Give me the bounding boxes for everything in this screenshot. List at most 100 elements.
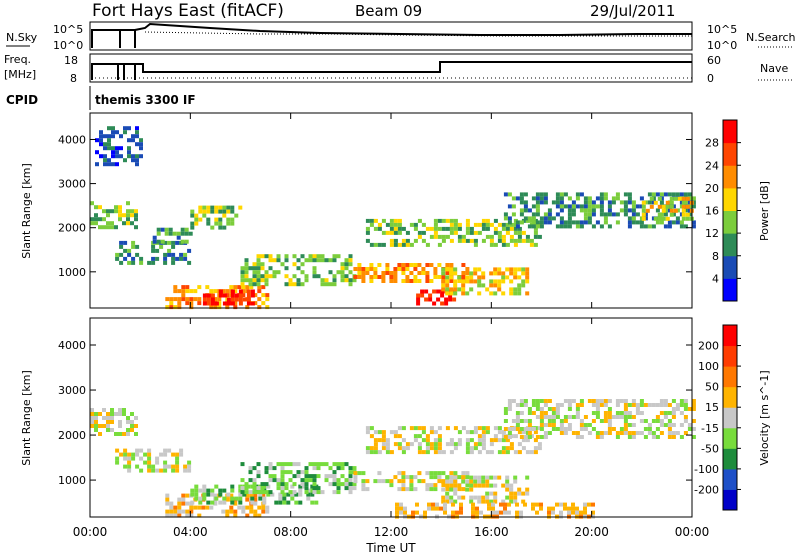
velocity-cell-6 bbox=[381, 434, 386, 439]
velocity-cell-9 bbox=[595, 435, 600, 439]
velocity-cell-9 bbox=[595, 411, 600, 415]
power-cell-7 bbox=[296, 266, 301, 271]
power-cell-12 bbox=[599, 204, 604, 209]
velocity-cell-4 bbox=[264, 466, 269, 471]
power-cell-10 bbox=[525, 234, 530, 239]
power-cell-12 bbox=[507, 204, 512, 209]
power-cell-8 bbox=[365, 271, 370, 275]
velocity-cell-7 bbox=[473, 475, 478, 480]
velocity-cell-5 bbox=[441, 483, 446, 488]
power-cell-10 bbox=[397, 218, 402, 223]
velocity-cell-6 bbox=[373, 446, 378, 451]
power-cell-12 bbox=[543, 220, 548, 225]
velocity-cell-6 bbox=[477, 442, 482, 447]
velocity-cell-2 bbox=[253, 513, 258, 518]
power-cell-12 bbox=[503, 216, 508, 221]
velocity-cell-9 bbox=[683, 407, 688, 411]
velocity-cell-6 bbox=[397, 426, 402, 431]
power-cell-12 bbox=[527, 224, 532, 229]
velocity-cell-6 bbox=[445, 442, 450, 447]
power-cell-7 bbox=[312, 254, 317, 259]
power-cell-13 bbox=[661, 216, 666, 221]
velocity-cell-9 bbox=[631, 403, 636, 407]
power-cell-12 bbox=[539, 200, 544, 205]
velocity-y-tick-label: 3000 bbox=[58, 384, 86, 397]
power-cell-4 bbox=[225, 289, 230, 294]
power-cell-12 bbox=[575, 204, 580, 209]
velocity-cell-1 bbox=[183, 468, 188, 473]
velocity-cell-2 bbox=[185, 513, 190, 518]
power-cell-11 bbox=[473, 267, 478, 272]
velocity-cell-9 bbox=[579, 419, 584, 423]
power-colorbar-tick-label: 12 bbox=[705, 227, 719, 240]
velocity-cell-0 bbox=[126, 420, 130, 424]
velocity-cell-6 bbox=[417, 442, 422, 447]
power-cell-11 bbox=[517, 291, 522, 296]
velocity-cell-4 bbox=[332, 462, 337, 467]
power-cell-7 bbox=[316, 254, 321, 259]
velocity-cell-3 bbox=[282, 496, 287, 501]
x-tick-label: 04:00 bbox=[173, 525, 208, 539]
power-cell-8 bbox=[433, 271, 438, 275]
velocity-cell-9 bbox=[663, 411, 668, 415]
power-cell-10 bbox=[457, 222, 462, 227]
velocity-cell-9 bbox=[531, 411, 536, 415]
power-cell-11 bbox=[481, 283, 486, 288]
velocity-cell-6 bbox=[501, 430, 506, 435]
velocity-cell-4 bbox=[336, 466, 341, 471]
power-cell-12 bbox=[679, 192, 684, 197]
velocity-cell-8 bbox=[559, 502, 563, 507]
velocity-cell-5 bbox=[401, 475, 406, 480]
velocity-cell-0 bbox=[118, 432, 122, 436]
velocity-cell-0 bbox=[94, 416, 98, 420]
power-cell-11 bbox=[461, 287, 466, 292]
velocity-cell-3 bbox=[290, 496, 295, 501]
power-cell-6 bbox=[202, 209, 207, 214]
power-cell-10 bbox=[441, 218, 446, 223]
velocity-cell-9 bbox=[579, 399, 584, 403]
velocity-colorbar-tick-label: 200 bbox=[698, 340, 719, 353]
velocity-cell-9 bbox=[503, 419, 508, 423]
power-cell-6 bbox=[190, 209, 195, 214]
power-cell-12 bbox=[559, 192, 564, 197]
velocity-cell-0 bbox=[110, 408, 114, 412]
velocity-cell-2 bbox=[165, 493, 170, 498]
power-cell-1 bbox=[127, 146, 131, 151]
power-cell-7 bbox=[296, 258, 301, 263]
velocity-cell-6 bbox=[485, 430, 490, 435]
power-cell-6 bbox=[222, 209, 227, 214]
power-cell-7 bbox=[296, 282, 301, 287]
velocity-cell-4 bbox=[292, 482, 297, 487]
nave-label: Nave bbox=[760, 62, 788, 75]
power-cell-11 bbox=[489, 279, 494, 284]
velocity-cell-4 bbox=[280, 486, 285, 491]
velocity-cell-5 bbox=[401, 471, 406, 476]
power-cell-13 bbox=[653, 216, 658, 221]
power-cell-11 bbox=[525, 271, 530, 276]
velocity-cell-6 bbox=[377, 450, 382, 455]
velocity-cell-7 bbox=[453, 479, 458, 484]
velocity-cell-4 bbox=[268, 490, 273, 495]
power-cell-11 bbox=[441, 279, 446, 284]
velocity-cell-0 bbox=[126, 432, 130, 436]
power-cell-12 bbox=[591, 208, 596, 213]
velocity-cell-9 bbox=[683, 419, 688, 423]
power-cell-10 bbox=[461, 238, 466, 243]
power-cell-7 bbox=[256, 254, 261, 259]
velocity-cell-9 bbox=[691, 419, 696, 423]
power-cell-5 bbox=[206, 297, 211, 302]
power-cell-4 bbox=[245, 305, 250, 310]
velocity-cell-2 bbox=[213, 493, 218, 498]
power-cell-0 bbox=[98, 205, 102, 210]
power-cell-10 bbox=[453, 226, 458, 231]
velocity-cell-1 bbox=[127, 464, 132, 469]
power-cell-12 bbox=[683, 192, 688, 197]
power-cell-9 bbox=[440, 289, 445, 294]
power-cell-10 bbox=[517, 226, 522, 231]
velocity-cell-4 bbox=[300, 482, 305, 487]
velocity-cell-1 bbox=[139, 456, 144, 461]
power-cell-2 bbox=[139, 260, 144, 265]
power-cell-1 bbox=[131, 154, 135, 159]
power-cell-5 bbox=[210, 301, 215, 306]
velocity-cell-4 bbox=[316, 466, 321, 471]
